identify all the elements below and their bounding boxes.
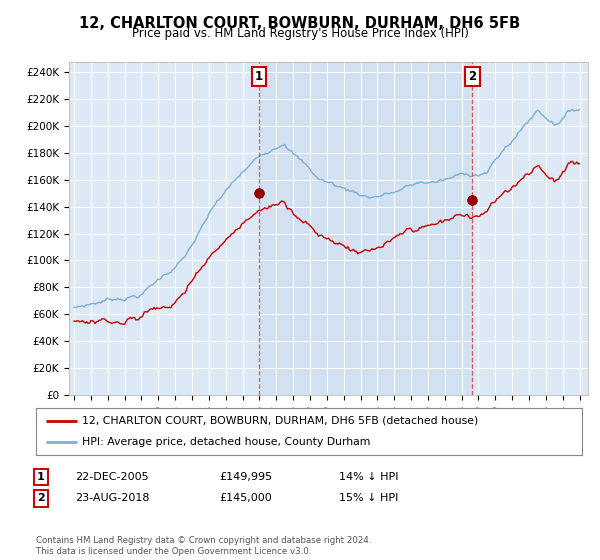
Text: 1: 1 bbox=[255, 70, 263, 83]
Text: 2: 2 bbox=[37, 493, 44, 503]
Text: Contains HM Land Registry data © Crown copyright and database right 2024.
This d: Contains HM Land Registry data © Crown c… bbox=[36, 536, 371, 556]
Text: 22-DEC-2005: 22-DEC-2005 bbox=[75, 472, 149, 482]
Text: £145,000: £145,000 bbox=[219, 493, 272, 503]
Text: 12, CHARLTON COURT, BOWBURN, DURHAM, DH6 5FB (detached house): 12, CHARLTON COURT, BOWBURN, DURHAM, DH6… bbox=[82, 416, 479, 426]
Text: 15% ↓ HPI: 15% ↓ HPI bbox=[339, 493, 398, 503]
Text: Price paid vs. HM Land Registry's House Price Index (HPI): Price paid vs. HM Land Registry's House … bbox=[131, 27, 469, 40]
Text: 12, CHARLTON COURT, BOWBURN, DURHAM, DH6 5FB: 12, CHARLTON COURT, BOWBURN, DURHAM, DH6… bbox=[79, 16, 521, 31]
Text: £149,995: £149,995 bbox=[219, 472, 272, 482]
Text: 14% ↓ HPI: 14% ↓ HPI bbox=[339, 472, 398, 482]
Text: 23-AUG-2018: 23-AUG-2018 bbox=[75, 493, 149, 503]
Text: 1: 1 bbox=[37, 472, 44, 482]
Text: 2: 2 bbox=[469, 70, 476, 83]
Bar bbox=[259, 62, 472, 395]
Text: HPI: Average price, detached house, County Durham: HPI: Average price, detached house, Coun… bbox=[82, 437, 371, 447]
